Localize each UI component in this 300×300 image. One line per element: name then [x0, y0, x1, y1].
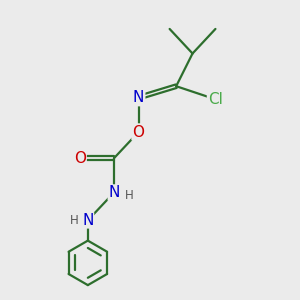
Text: H: H — [70, 214, 79, 227]
Text: N: N — [133, 90, 144, 105]
Text: N: N — [108, 185, 120, 200]
Text: N: N — [82, 213, 94, 228]
Text: O: O — [133, 124, 145, 140]
Text: H: H — [124, 189, 133, 202]
Text: Cl: Cl — [208, 92, 223, 107]
Text: O: O — [74, 151, 86, 166]
